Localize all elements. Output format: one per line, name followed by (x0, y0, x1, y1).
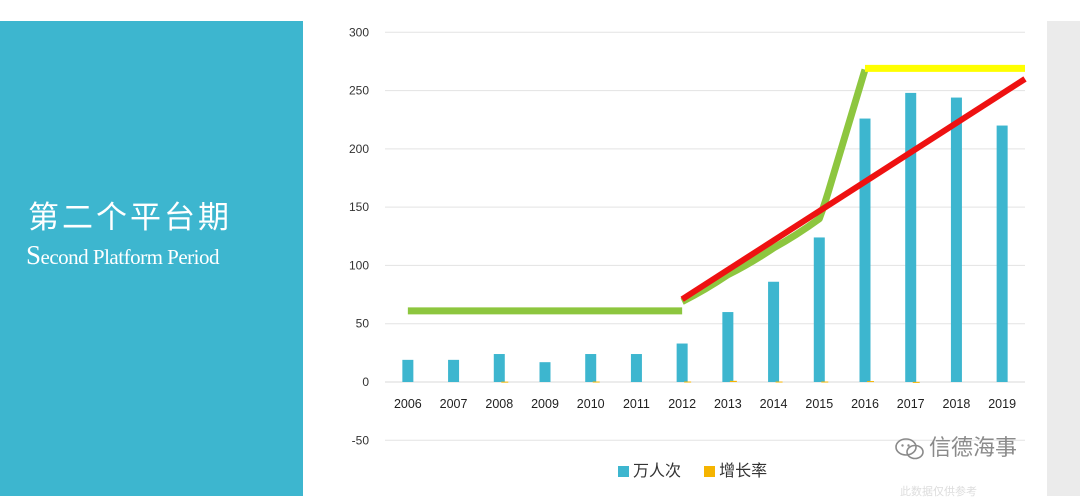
x-tick-label: 2018 (943, 397, 971, 411)
x-tick-label: 2009 (531, 397, 559, 411)
legend-label-series-1: 万人次 (633, 461, 682, 480)
bar-series-1 (448, 359, 460, 382)
bar-series-2 (775, 381, 783, 383)
bar-series-2 (867, 381, 874, 383)
title-chinese: 第二个平台期 (28, 200, 232, 236)
right-edge-strip (1047, 21, 1080, 496)
legend-label-series-2: 增长率 (719, 461, 768, 480)
y-tick-label: 50 (356, 317, 370, 331)
legend-swatch-series-1 (618, 466, 629, 477)
title-english-initial: S (26, 240, 41, 270)
x-tick-label: 2008 (485, 397, 513, 411)
bar-series-2 (592, 381, 600, 383)
x-tick-label: 2017 (897, 397, 925, 411)
bar-series-1 (859, 118, 871, 382)
trend-line-red (680, 76, 1027, 302)
bar-series-2 (729, 380, 737, 382)
x-axis-ticks: 2006 2007 2008 2009 2010 2011 2012 2013 2014 2015… (394, 397, 1016, 411)
bar-series-1 (585, 354, 597, 382)
bar-series-1 (950, 97, 962, 382)
title-english: Second Platform Period (26, 240, 220, 271)
y-tick-label: 250 (349, 84, 369, 98)
x-tick-label: 2015 (805, 397, 833, 411)
bar-series-2 (684, 381, 692, 383)
bars (402, 92, 1008, 383)
bar-series-2 (821, 381, 829, 383)
watermark-text: 信德海事 (929, 436, 1018, 461)
x-tick-label: 2014 (760, 397, 788, 411)
x-tick-label: 2011 (623, 397, 650, 411)
x-tick-label: 2007 (440, 397, 468, 411)
legend-swatch-series-2 (704, 466, 716, 477)
y-tick-label: -50 (352, 433, 370, 447)
bar-series-1 (996, 125, 1008, 383)
bar-series-1 (905, 92, 917, 382)
x-tick-label: 2019 (988, 397, 1016, 411)
trend-line-green (680, 68, 869, 305)
gridlines (385, 31, 1025, 441)
bar-series-1 (630, 354, 642, 382)
legend-item-series-2: 增长率 (704, 457, 767, 481)
x-tick-label: 2016 (851, 397, 879, 411)
y-tick-label: 150 (349, 200, 369, 214)
x-tick-label: 2006 (394, 397, 422, 411)
bar-series-1 (402, 359, 414, 382)
bar-series-1 (676, 343, 688, 382)
bar-series-1 (539, 362, 551, 382)
y-tick-label: 100 (349, 258, 369, 272)
title-panel (0, 21, 303, 496)
trend-lines (407, 64, 1027, 315)
watermark: 信德海事 (895, 430, 1017, 462)
bar-series-1 (493, 354, 505, 382)
legend-item-series-1: 万人次 (618, 457, 681, 481)
legend: 万人次 增长率 (618, 457, 785, 481)
bar-series-1 (722, 312, 734, 382)
watermark-faint-text: 此数据仅供参考 (900, 485, 977, 498)
x-tick-label: 2013 (714, 397, 742, 411)
bar-series-2 (501, 381, 509, 383)
x-tick-label: 2010 (577, 397, 605, 411)
y-axis-ticks: -50 0 50 100 150 200 250 300 (349, 25, 369, 447)
y-tick-label: 0 (362, 375, 369, 389)
bar-series-1 (768, 281, 780, 382)
x-tick-label: 2012 (668, 397, 696, 411)
bar-series-2 (912, 381, 920, 383)
bar-series-1 (813, 237, 825, 382)
wechat-icon (895, 438, 924, 460)
title-english-rest: econd Platform Period (40, 245, 220, 269)
y-tick-label: 200 (349, 142, 369, 156)
y-tick-label: 300 (349, 25, 369, 39)
